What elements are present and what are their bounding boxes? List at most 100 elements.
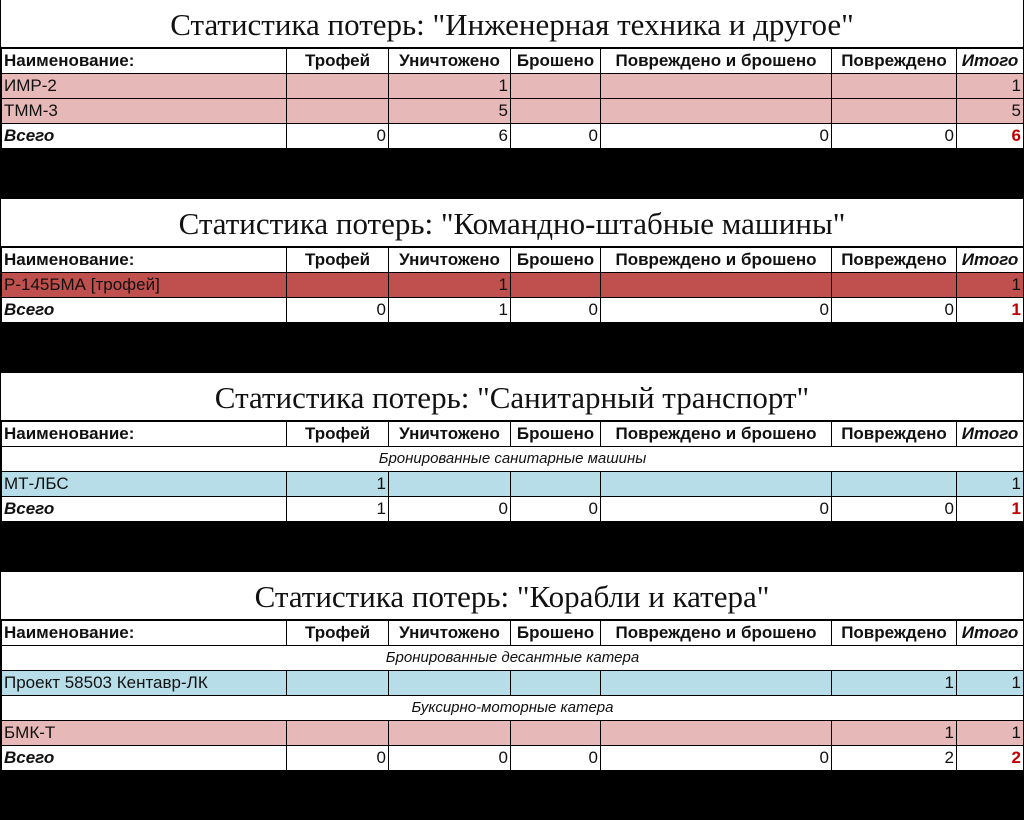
loss-table: Наименование: Трофей Уничтожено Брошено Повр… bbox=[1, 247, 1024, 323]
item-name: Проект 58503 Кентавр-ЛК bbox=[1, 670, 287, 696]
header-row: Наименование: Трофей Уничтожено Брошено Повр… bbox=[1, 48, 1024, 74]
column-header: Уничтожено bbox=[388, 620, 511, 646]
grand-total: 2 bbox=[956, 745, 1024, 771]
value-cell bbox=[600, 272, 832, 298]
column-header: Брошено bbox=[510, 48, 601, 74]
column-header: Трофей bbox=[286, 620, 389, 646]
total-cell: 0 bbox=[831, 123, 957, 149]
value-cell bbox=[286, 272, 389, 298]
grand-total: 1 bbox=[956, 496, 1024, 522]
value-cell bbox=[600, 720, 832, 746]
total-cell: 1 bbox=[388, 297, 511, 323]
value-cell: 1 bbox=[956, 471, 1024, 497]
column-header: Итого bbox=[956, 421, 1024, 447]
item-name: МТ-ЛБС bbox=[1, 471, 287, 497]
column-header: Повреждено bbox=[831, 48, 957, 74]
column-header: Уничтожено bbox=[388, 48, 511, 74]
value-cell bbox=[510, 98, 601, 124]
value-cell bbox=[286, 98, 389, 124]
separator bbox=[0, 771, 1024, 820]
column-header: Итого bbox=[956, 620, 1024, 646]
total-cell: 0 bbox=[286, 297, 389, 323]
value-cell bbox=[510, 471, 601, 497]
total-cell: 0 bbox=[286, 123, 389, 149]
total-cell: 0 bbox=[600, 745, 832, 771]
total-cell: 0 bbox=[388, 496, 511, 522]
value-cell bbox=[600, 98, 832, 124]
table-title: Статистика потерь: "Корабли и катера" bbox=[1, 572, 1023, 620]
value-cell bbox=[831, 73, 957, 99]
column-header: Повреждено и брошено bbox=[600, 620, 832, 646]
value-cell: 1 bbox=[831, 670, 957, 696]
table-row: Р-145БМА [трофей] 1 1 bbox=[1, 272, 1024, 298]
table-title: Статистика потерь: "Инженерная техника и… bbox=[1, 0, 1023, 48]
total-cell: 6 bbox=[388, 123, 511, 149]
item-name: Р-145БМА [трофей] bbox=[1, 272, 287, 298]
total-label: Всего bbox=[1, 123, 287, 149]
value-cell: 5 bbox=[956, 98, 1024, 124]
column-header: Итого bbox=[956, 48, 1024, 74]
column-header: Наименование: bbox=[1, 620, 287, 646]
value-cell: 1 bbox=[956, 272, 1024, 298]
column-header: Уничтожено bbox=[388, 421, 511, 447]
table-row: БМК-Т 1 1 bbox=[1, 720, 1024, 746]
total-cell: 0 bbox=[510, 745, 601, 771]
grand-total: 1 bbox=[956, 297, 1024, 323]
value-cell: 1 bbox=[388, 272, 511, 298]
header-row: Наименование: Трофей Уничтожено Брошено Повр… bbox=[1, 247, 1024, 273]
total-row: Всего 0 0 0 0 2 2 bbox=[1, 745, 1024, 771]
total-cell: 0 bbox=[831, 496, 957, 522]
header-row: Наименование: Трофей Уничтожено Брошено Повр… bbox=[1, 421, 1024, 447]
loss-table: Наименование: Трофей Уничтожено Брошено Повр… bbox=[1, 620, 1024, 771]
table-row: ИМР-2 1 1 bbox=[1, 73, 1024, 99]
value-cell bbox=[510, 272, 601, 298]
column-header: Наименование: bbox=[1, 421, 287, 447]
column-header: Уничтожено bbox=[388, 247, 511, 273]
separator bbox=[0, 522, 1024, 572]
value-cell bbox=[510, 720, 601, 746]
loss-table-section: Статистика потерь: "Инженерная техника и… bbox=[1, 0, 1024, 149]
value-cell bbox=[600, 670, 832, 696]
item-name: ИМР-2 bbox=[1, 73, 287, 99]
table-row: Проект 58503 Кентавр-ЛК 1 1 bbox=[1, 670, 1024, 696]
value-cell: 1 bbox=[388, 73, 511, 99]
total-label: Всего bbox=[1, 297, 287, 323]
column-header: Повреждено bbox=[831, 247, 957, 273]
subcategory-row: Бронированные десантные катера bbox=[1, 645, 1024, 671]
grand-total: 6 bbox=[956, 123, 1024, 149]
total-cell: 0 bbox=[510, 496, 601, 522]
subcategory-label: Буксирно-моторные катера bbox=[1, 695, 1024, 721]
value-cell bbox=[388, 471, 511, 497]
column-header: Трофей bbox=[286, 48, 389, 74]
loss-table-section: Статистика потерь: "Санитарный транспорт… bbox=[1, 373, 1024, 522]
column-header: Повреждено bbox=[831, 620, 957, 646]
item-name: БМК-Т bbox=[1, 720, 287, 746]
total-cell: 0 bbox=[600, 297, 832, 323]
loss-table-section: Статистика потерь: "Корабли и катера" Наи… bbox=[1, 572, 1024, 771]
value-cell: 1 bbox=[956, 720, 1024, 746]
total-cell: 0 bbox=[831, 297, 957, 323]
total-cell: 2 bbox=[831, 745, 957, 771]
total-row: Всего 0 6 0 0 0 6 bbox=[1, 123, 1024, 149]
value-cell: 5 bbox=[388, 98, 511, 124]
total-row: Всего 1 0 0 0 0 1 bbox=[1, 496, 1024, 522]
value-cell bbox=[510, 670, 601, 696]
table-row: ТММ-3 5 5 bbox=[1, 98, 1024, 124]
value-cell bbox=[286, 720, 389, 746]
loss-table: Наименование: Трофей Уничтожено Брошено Повр… bbox=[1, 421, 1024, 522]
total-cell: 0 bbox=[286, 745, 389, 771]
total-cell: 0 bbox=[388, 745, 511, 771]
value-cell: 1 bbox=[956, 73, 1024, 99]
value-cell bbox=[831, 98, 957, 124]
value-cell bbox=[831, 471, 957, 497]
total-label: Всего bbox=[1, 496, 287, 522]
value-cell bbox=[831, 272, 957, 298]
value-cell: 1 bbox=[956, 670, 1024, 696]
loss-table-section: Статистика потерь: "Командно-штабные маш… bbox=[1, 199, 1024, 323]
subcategory-label: Бронированные санитарные машины bbox=[1, 446, 1024, 472]
separator bbox=[0, 323, 1024, 373]
column-header: Наименование: bbox=[1, 48, 287, 74]
total-cell: 0 bbox=[600, 123, 832, 149]
column-header: Повреждено и брошено bbox=[600, 421, 832, 447]
separator bbox=[0, 149, 1024, 199]
